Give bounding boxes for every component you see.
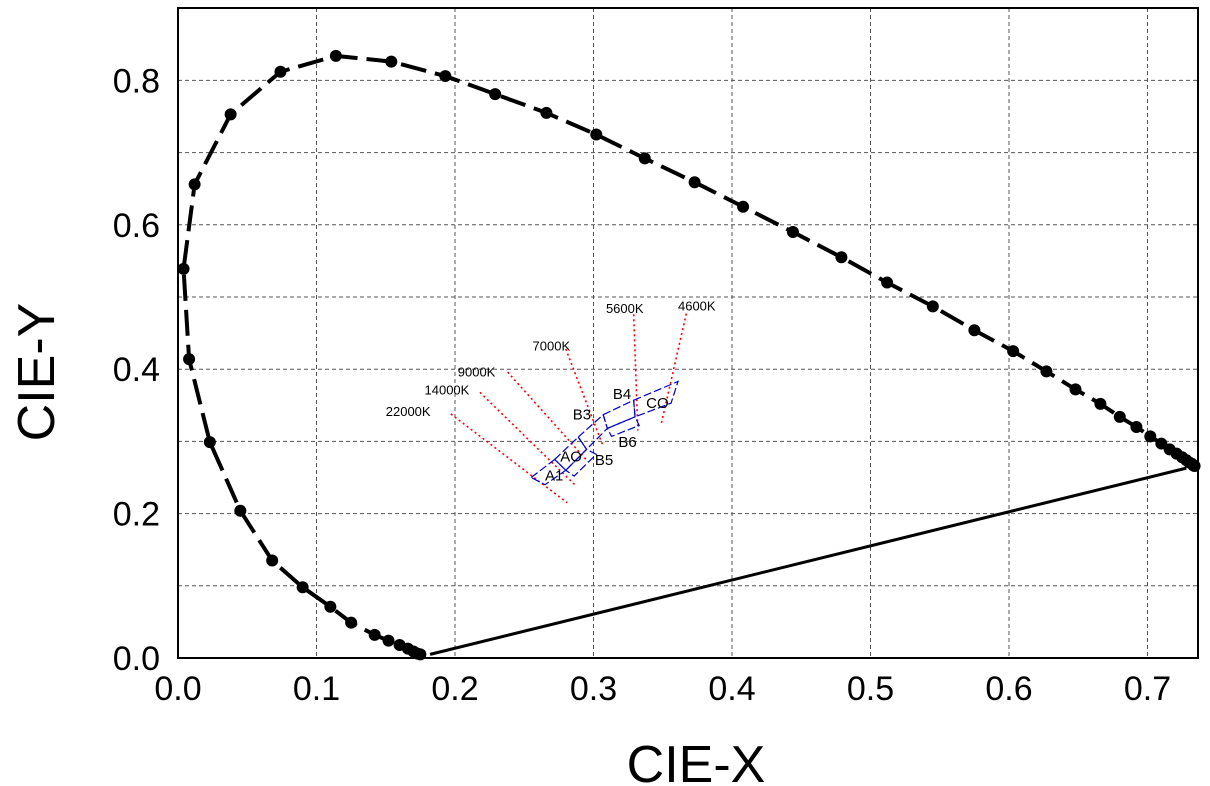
bin-region-label: B3: [573, 407, 591, 424]
isotherm-label: 4600K: [678, 299, 716, 314]
spectral-locus-point: [1144, 430, 1157, 443]
grid: [178, 8, 1198, 658]
spectral-locus-point: [968, 324, 981, 337]
x-tick-label: 0.6: [985, 670, 1032, 708]
bin-region-label: AO: [560, 449, 582, 466]
y-tick-label: 0.0: [113, 640, 160, 678]
spectral-locus-point: [324, 600, 337, 613]
spectral-locus-point: [274, 65, 287, 78]
spectral-locus-point: [688, 176, 701, 189]
spectral-locus-point: [382, 634, 395, 647]
spectral-locus-point: [188, 178, 201, 191]
spectral-locus-point: [737, 200, 750, 213]
spectral-locus-point: [329, 49, 342, 62]
isotherm-label: 14000K: [425, 382, 470, 397]
isotherm-line: [632, 314, 639, 431]
isotherm-line: [450, 413, 568, 504]
spectral-locus-point: [489, 88, 502, 101]
spectral-locus-point: [224, 108, 237, 121]
plot-frame: [177, 7, 1199, 659]
bin-region-outline: [606, 416, 641, 438]
spectral-locus-point: [296, 581, 309, 594]
bin-region-label: B4: [613, 386, 631, 403]
bin-region-outline: [565, 448, 598, 477]
isotherm-line: [507, 371, 589, 463]
isotherm-label: 9000K: [458, 364, 496, 379]
isotherm-line: [479, 391, 577, 487]
y-tick-label: 0.8: [113, 62, 160, 100]
spectral-locus-point: [1069, 383, 1082, 396]
spectral-locus-point: [393, 639, 406, 652]
spectral-locus-point: [1040, 365, 1053, 378]
bin-region-label: B6: [618, 434, 636, 451]
spectral-locus-point: [590, 128, 603, 141]
spectral-locus-point: [177, 262, 190, 275]
spectral-locus-point: [385, 55, 398, 68]
spectral-locus-point: [638, 152, 651, 165]
x-tick-label: 0.3: [570, 670, 617, 708]
spectral-locus-point: [203, 436, 216, 449]
x-tick-label: 0.7: [1124, 670, 1171, 708]
bin-region-label: CO: [646, 395, 669, 412]
x-tick-label: 0.5: [847, 670, 894, 708]
spectral-locus-point: [234, 504, 247, 517]
isotherm-line: [660, 313, 688, 424]
isotherm-label: 5600K: [606, 301, 644, 316]
y-axis-title: CIE-Y: [8, 303, 66, 442]
x-tick-label: 0.1: [293, 670, 340, 708]
bin-region-label: A1: [545, 467, 563, 484]
x-axis-ticks: 0.0 0.1 0.2 0.3 0.4 0.5 0.6 0.7: [154, 670, 1171, 708]
spectral-locus-point: [881, 276, 894, 289]
spectral-locus-point: [835, 251, 848, 264]
bin-regions: [530, 380, 679, 486]
spectral-locus-point: [439, 70, 452, 83]
spectral-locus-point: [1130, 420, 1143, 433]
spectral-locus-point: [926, 300, 939, 313]
bin-region-outline: [633, 380, 679, 418]
y-tick-label: 0.6: [113, 207, 160, 245]
isotherm-line: [565, 348, 604, 447]
bin-region-label: B5: [595, 452, 613, 469]
isotherm-label: 7000K: [533, 338, 571, 353]
y-tick-label: 0.4: [113, 351, 160, 389]
x-tick-label: 0.2: [431, 670, 478, 708]
spectral-locus-point: [1113, 410, 1126, 423]
x-tick-label: 0.0: [154, 670, 201, 708]
isotherm-lines: [450, 313, 688, 504]
y-axis-ticks: 0.0 0.2 0.4 0.6 0.8: [113, 62, 160, 678]
isotherm-label: 22000K: [386, 404, 431, 419]
spectral-locus-point: [786, 226, 799, 239]
spectral-locus-point: [266, 554, 279, 567]
bin-region-outline: [602, 399, 636, 430]
spectral-locus-point: [183, 353, 196, 366]
spectral-locus-point: [345, 616, 358, 629]
purple-line: [429, 466, 1187, 656]
x-tick-label: 0.4: [708, 670, 755, 708]
spectral-locus-point: [540, 106, 553, 119]
spectral-locus-point: [368, 628, 381, 641]
spectral-locus-point: [1007, 345, 1020, 358]
x-axis-title: CIE-X: [627, 736, 766, 786]
y-tick-label: 0.2: [113, 496, 160, 534]
spectral-locus-point: [1094, 397, 1107, 410]
spectral-locus: [177, 49, 1201, 661]
